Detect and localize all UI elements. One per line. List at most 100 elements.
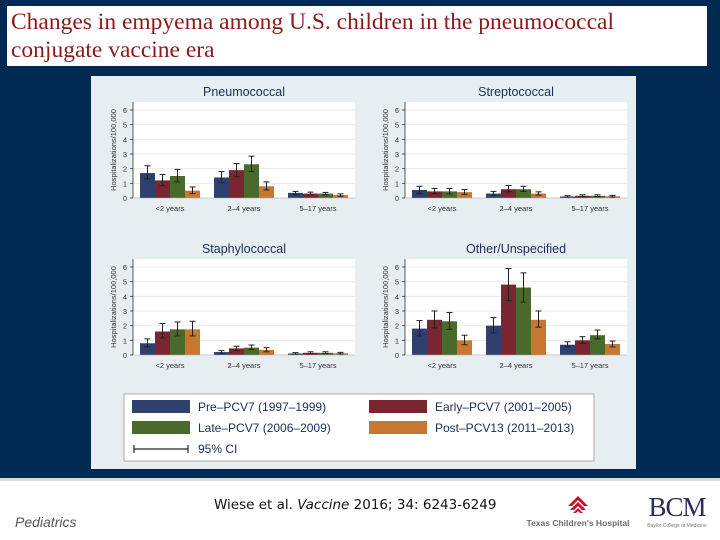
- x-tick-label-1-0: <2 years: [428, 204, 457, 213]
- bar-3-0-3: [457, 340, 472, 355]
- y-tick-label-2-1: 1: [123, 336, 127, 345]
- bar-3-1-3: [531, 319, 546, 355]
- bar-3-1-0: [486, 325, 501, 355]
- y-tick-label-1-1: 1: [395, 179, 399, 188]
- y-tick-label-1-4: 4: [395, 135, 399, 144]
- slide-title-line-2: conjugate vaccine era: [11, 37, 215, 63]
- y-tick-label-3-3: 3: [395, 307, 399, 316]
- x-tick-label-0-1: 2–4 years: [228, 204, 261, 213]
- legend-swatch-0: [132, 400, 190, 413]
- y-tick-label-2-4: 4: [123, 292, 127, 301]
- y-tick-label-2-3: 3: [123, 307, 127, 316]
- bcm-logo-text: BCM: [648, 492, 706, 522]
- y-axis-label-1: Hospitalizations/100,000: [381, 109, 390, 191]
- bar-3-1-1: [501, 284, 516, 355]
- panel-title-2: Staphylococcal: [202, 242, 286, 256]
- y-tick-label-1-0: 0: [395, 194, 399, 203]
- y-tick-label-0-6: 6: [123, 106, 127, 115]
- y-tick-label-3-5: 5: [395, 278, 399, 287]
- y-axis-label-2: Hospitalizations/100,000: [109, 266, 118, 348]
- bar-3-2-0: [560, 344, 575, 355]
- y-tick-label-0-5: 5: [123, 121, 127, 130]
- bar-0-1-1: [229, 170, 244, 198]
- y-tick-label-1-3: 3: [395, 150, 399, 159]
- y-tick-label-0-0: 0: [123, 194, 127, 203]
- plot-area-1: [405, 102, 627, 198]
- footer-divider: [0, 478, 720, 481]
- slide-title-line-1: Changes in empyema among U.S. children i…: [11, 9, 615, 35]
- y-tick-label-1-6: 6: [395, 106, 399, 115]
- bar-3-2-2: [590, 335, 605, 355]
- x-tick-label-3-0: <2 years: [428, 361, 457, 370]
- bar-3-2-3: [605, 344, 620, 355]
- bar-1-0-2: [442, 191, 457, 198]
- bar-3-0-1: [427, 319, 442, 355]
- y-axis-label-3: Hospitalizations/100,000: [381, 266, 390, 348]
- bar-0-0-1: [155, 180, 170, 198]
- bar-0-0-0: [140, 173, 155, 198]
- legend-label-3: Post–PCV13 (2011–2013): [435, 421, 574, 435]
- chart-svg: Pneumococcal 0 1 2 3 4 5 6 Hospitalizations/100,…: [109, 85, 627, 462]
- bar-2-1-3: [259, 349, 274, 355]
- panel-title-1: Streptococcal: [478, 85, 554, 99]
- y-tick-label-3-6: 6: [395, 263, 399, 272]
- legend-ci-label: 95% CI: [198, 442, 237, 456]
- y-tick-label-0-2: 2: [123, 165, 127, 174]
- y-tick-label-2-0: 0: [123, 351, 127, 360]
- bar-0-0-3: [185, 190, 200, 198]
- legend-label-2: Late–PCV7 (2006–2009): [198, 421, 331, 435]
- bar-1-1-1: [501, 189, 516, 198]
- chart-figure: Pneumococcal 0 1 2 3 4 5 6 Hospitalizations/100,…: [91, 76, 636, 469]
- y-tick-label-0-4: 4: [123, 135, 127, 144]
- y-tick-label-2-2: 2: [123, 322, 127, 331]
- citation-details: 2016; 34: 6243-6249: [353, 497, 497, 513]
- panel-title-3: Other/Unspecified: [466, 242, 566, 256]
- bar-1-1-2: [516, 189, 531, 198]
- y-tick-label-0-3: 3: [123, 150, 127, 159]
- legend-swatch-2: [132, 421, 190, 434]
- y-tick-label-2-6: 6: [123, 263, 127, 272]
- citation: Wiese et al. Vaccine 2016; 34: 6243-6249: [214, 497, 496, 513]
- bar-0-1-3: [259, 186, 274, 198]
- panel-title-0: Pneumococcal: [203, 85, 285, 99]
- bar-2-0-2: [170, 329, 185, 355]
- tch-emblem-icon: [568, 496, 588, 513]
- x-tick-label-2-2: 5–17 years: [299, 361, 336, 370]
- bar-3-0-2: [442, 321, 457, 355]
- x-tick-label-2-1: 2–4 years: [228, 361, 261, 370]
- bar-0-2-0: [288, 192, 303, 198]
- y-tick-label-0-1: 1: [123, 179, 127, 188]
- y-tick-label-3-4: 4: [395, 292, 399, 301]
- y-tick-label-3-0: 0: [395, 351, 399, 360]
- title-banner: Changes in empyema among U.S. children i…: [7, 6, 707, 66]
- bar-3-2-1: [575, 340, 590, 355]
- y-tick-label-1-2: 2: [395, 165, 399, 174]
- bcm-logo-subtext: Baylor College of Medicine: [647, 523, 707, 529]
- footer-label: Pediatrics: [15, 514, 77, 530]
- bar-2-0-1: [155, 331, 170, 355]
- bar-3-1-2: [516, 287, 531, 355]
- bar-0-2-2: [318, 193, 333, 198]
- bar-2-0-3: [185, 329, 200, 355]
- bar-0-1-2: [244, 164, 259, 198]
- legend-swatch-3: [369, 421, 427, 434]
- y-tick-label-1-5: 5: [395, 121, 399, 130]
- y-tick-label-2-5: 5: [123, 278, 127, 287]
- tch-logo-text: Texas Children's Hospital: [526, 518, 630, 528]
- bcm-logo: BCM Baylor College of Medicine: [641, 492, 713, 534]
- x-tick-label-0-0: <2 years: [156, 204, 185, 213]
- bar-3-0-0: [412, 328, 427, 355]
- legend-box: [123, 393, 595, 462]
- x-tick-label-3-2: 5–17 years: [571, 361, 608, 370]
- bar-0-1-0: [214, 177, 229, 198]
- bar-2-1-2: [244, 347, 259, 355]
- x-tick-label-2-0: <2 years: [156, 361, 185, 370]
- bar-1-0-1: [427, 191, 442, 198]
- y-tick-label-3-1: 1: [395, 336, 399, 345]
- legend-swatch-1: [369, 400, 427, 413]
- legend-label-0: Pre–PCV7 (1997–1999): [198, 400, 326, 414]
- citation-journal: Vaccine: [297, 497, 350, 513]
- citation-authors: Wiese et al.: [214, 497, 293, 513]
- bar-0-2-1: [303, 193, 318, 198]
